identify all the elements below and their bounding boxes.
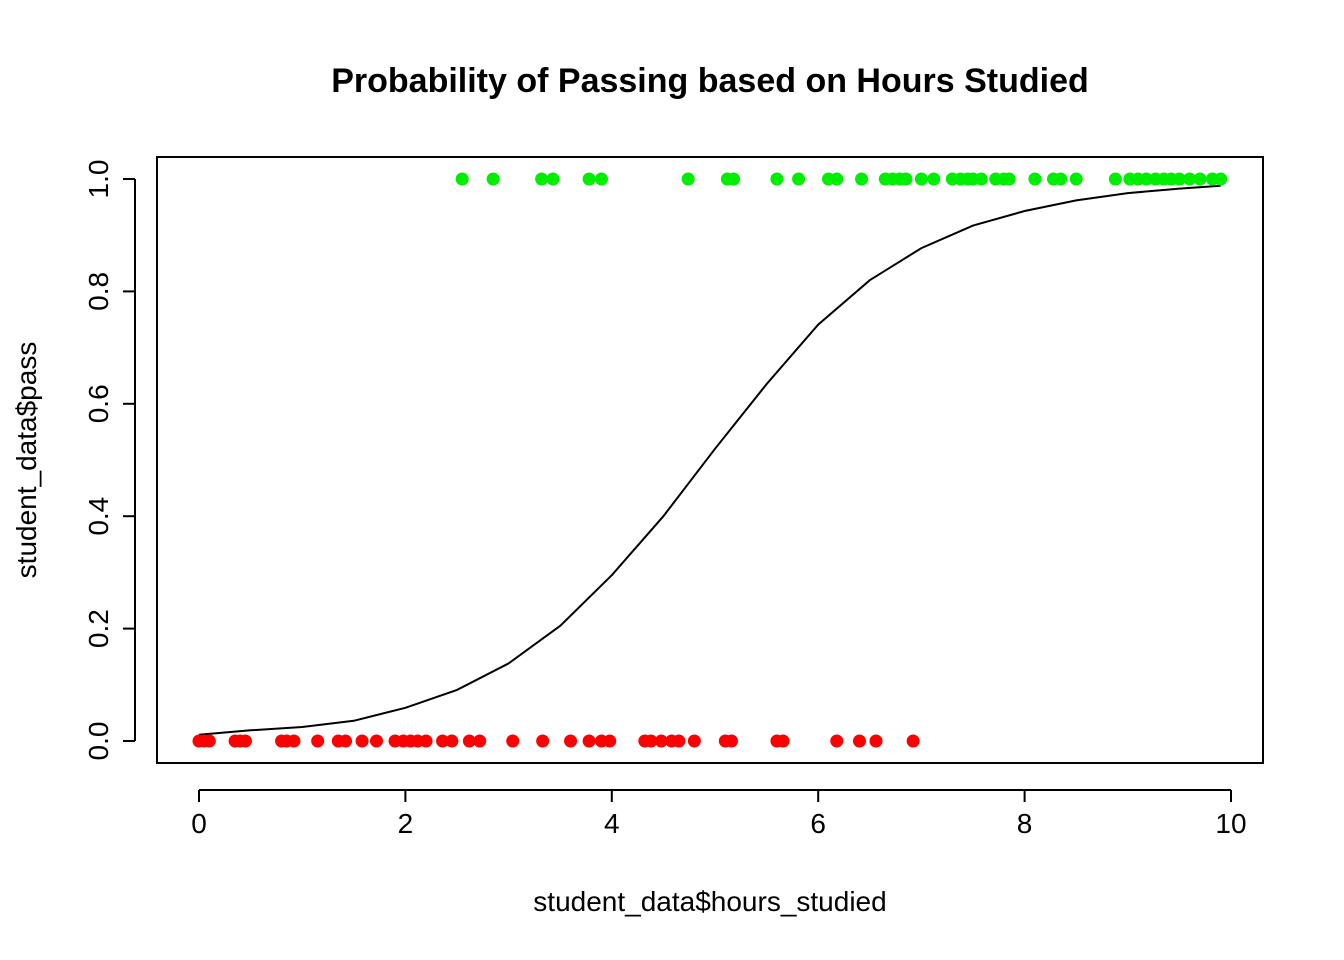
fail-point [445,734,459,748]
y-tick-label: 0.4 [83,497,114,536]
fail-point [506,734,520,748]
pass-point [535,172,549,186]
pass-point [974,172,988,186]
x-tick-label: 8 [1017,808,1033,839]
pass-point [546,172,560,186]
pass-point [1214,172,1228,186]
pass-point [1172,172,1186,186]
pass-point [1108,172,1122,186]
fail-point [536,734,550,748]
fail-point [672,734,686,748]
x-axis-label: student_data$hours_studied [533,886,886,917]
fail-point [370,734,384,748]
fail-point [852,734,866,748]
y-tick-label: 0.0 [83,722,114,761]
fail-point [202,734,216,748]
fail-point [564,734,578,748]
pass-point [830,172,844,186]
pass-point [914,172,928,186]
fail-point [339,734,353,748]
x-tick-label: 4 [604,808,620,839]
pass-point [1002,172,1016,186]
fail-point [419,734,433,748]
fail-point [582,734,596,748]
x-tick-label: 6 [810,808,826,839]
pass-point [792,172,806,186]
pass-point [727,172,741,186]
fail-point [287,734,301,748]
y-tick-label: 0.6 [83,384,114,423]
fail-point [830,734,844,748]
fail-point [654,734,668,748]
pass-point [681,172,695,186]
fail-point [906,734,920,748]
fail-point [436,734,450,748]
pass-point [1139,172,1153,186]
x-tick-label: 10 [1215,808,1246,839]
fail-point [687,734,701,748]
y-axis-label: student_data$pass [11,342,42,579]
plot-frame [156,156,1264,764]
pass-point [855,172,869,186]
fail-point [473,734,487,748]
pass-point [594,172,608,186]
x-tick-label: 0 [191,808,207,839]
pass-point [1028,172,1042,186]
fail-point [725,734,739,748]
pass-point [1193,172,1207,186]
data-points [192,172,1228,748]
fail-point [238,734,252,748]
y-tick-label: 1.0 [83,160,114,199]
fail-point [603,734,617,748]
pass-point [770,172,784,186]
pass-point [1054,172,1068,186]
fail-point [869,734,883,748]
x-tick-label: 2 [398,808,414,839]
chart-title: Probability of Passing based on Hours St… [331,62,1089,100]
fail-point [355,734,369,748]
logistic-fit-curve [198,184,1221,736]
pass-point [899,172,913,186]
fail-point [311,734,325,748]
pass-point [455,172,469,186]
fail-point [776,734,790,748]
pass-point [1069,172,1083,186]
fail-point [644,734,658,748]
pass-point [582,172,596,186]
pass-point [1183,172,1197,186]
y-tick-label: 0.8 [83,272,114,311]
pass-point [927,172,941,186]
pass-point [486,172,500,186]
fail-point [462,734,476,748]
y-tick-label: 0.2 [83,609,114,648]
y-axis: 0.0 0.2 0.4 0.6 0.8 1.0 [83,160,136,761]
x-axis: 0 2 4 6 8 10 [191,789,1247,839]
